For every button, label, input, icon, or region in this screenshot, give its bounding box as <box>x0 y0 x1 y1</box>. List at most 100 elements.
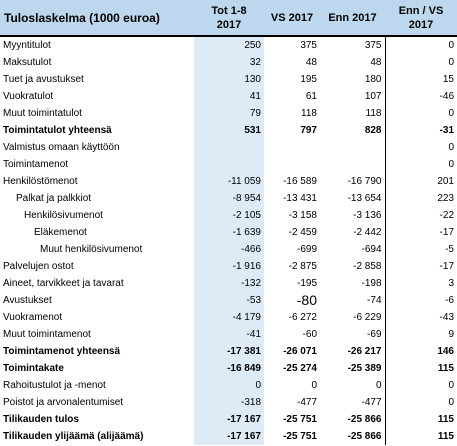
cell-vs[interactable]: 195 <box>300 74 317 85</box>
cell-enn[interactable]: -13 654 <box>347 193 382 204</box>
row-label[interactable]: Toimintatulot yhteensä <box>3 125 112 136</box>
row-label[interactable]: Henkilöstömenot <box>3 176 78 187</box>
cell-enn[interactable]: -25 866 <box>347 431 382 442</box>
cell-tot[interactable]: -132 <box>194 275 264 292</box>
cell-tot[interactable]: -17 167 <box>194 411 264 428</box>
cell-enn[interactable] <box>320 156 385 173</box>
row-label[interactable]: Toimintakate <box>3 363 64 374</box>
cell-enn[interactable]: -69 <box>367 329 382 340</box>
cell-diff[interactable]: 0 <box>384 156 457 173</box>
cell-enn[interactable]: -16 790 <box>347 176 382 187</box>
header-enn-2017[interactable]: Enn 2017 <box>320 0 385 37</box>
cell-diff[interactable]: 115 <box>384 411 457 428</box>
cell-vs[interactable] <box>264 139 320 156</box>
cell-diff[interactable]: 9 <box>384 326 457 343</box>
cell-diff[interactable]: 223 <box>384 190 457 207</box>
row-label[interactable]: Muut toimintamenot <box>3 329 91 340</box>
cell-vs[interactable]: -699 <box>296 244 317 255</box>
cell-vs[interactable]: -3 158 <box>288 210 317 221</box>
cell-enn[interactable]: 180 <box>364 74 382 85</box>
row-label[interactable]: Toimintamenot <box>3 159 69 170</box>
cell-enn[interactable]: -198 <box>361 278 382 289</box>
cell-enn[interactable]: 48 <box>370 57 382 68</box>
cell-enn[interactable]: 375 <box>364 40 382 51</box>
cell-diff[interactable]: -6 <box>384 292 457 309</box>
cell-enn[interactable]: -25 866 <box>347 414 382 425</box>
cell-tot[interactable]: 41 <box>194 88 264 105</box>
cell-vs[interactable]: -13 431 <box>283 193 317 204</box>
cell-tot[interactable]: 32 <box>194 54 264 71</box>
cell-vs[interactable]: 118 <box>301 108 317 119</box>
cell-diff[interactable]: 0 <box>384 36 457 54</box>
cell-diff[interactable]: 201 <box>384 173 457 190</box>
cell-tot[interactable]: -41 <box>194 326 264 343</box>
cell-enn[interactable]: -2 442 <box>353 227 382 238</box>
cell-enn[interactable]: -477 <box>361 397 382 408</box>
cell-vs[interactable]: -477 <box>296 397 317 408</box>
cell-vs[interactable]: -25 751 <box>283 414 317 425</box>
row-label[interactable]: Vuokramenot <box>3 312 63 323</box>
cell-diff[interactable]: 15 <box>384 71 457 88</box>
cell-diff[interactable]: 0 <box>384 377 457 394</box>
cell-vs[interactable] <box>264 156 320 173</box>
cell-enn[interactable]: -26 217 <box>347 346 382 357</box>
cell-vs[interactable]: -25 274 <box>283 363 317 374</box>
cell-vs[interactable]: 797 <box>300 125 317 136</box>
cell-vs[interactable]: -60 <box>302 329 317 340</box>
cell-diff[interactable]: 146 <box>384 343 457 360</box>
row-label[interactable]: Vuokratulot <box>3 91 54 102</box>
cell-enn[interactable]: 828 <box>364 125 382 136</box>
cell-diff[interactable]: 0 <box>384 105 457 122</box>
row-label[interactable]: Toimintamenot yhteensä <box>3 346 121 357</box>
cell-vs[interactable]: -195 <box>296 278 317 289</box>
cell-tot[interactable]: 130 <box>194 71 264 88</box>
row-label[interactable]: Valmistus omaan käyttöön <box>3 142 120 153</box>
table-title[interactable]: Tuloslaskelma (1000 euroa) <box>0 0 194 37</box>
header-vs-2017[interactable]: VS 2017 <box>264 0 320 37</box>
cell-enn[interactable]: -25 389 <box>347 363 382 374</box>
row-label[interactable]: Poistot ja arvonalentumiset <box>3 397 124 408</box>
cell-enn[interactable] <box>320 139 385 156</box>
row-label[interactable]: Eläkemenot <box>34 227 87 238</box>
cell-vs[interactable]: -6 272 <box>288 312 317 323</box>
cell-vs[interactable]: 375 <box>300 40 317 51</box>
cell-tot[interactable]: 79 <box>194 105 264 122</box>
cell-diff[interactable]: 115 <box>384 360 457 377</box>
row-label[interactable]: Tilikauden ylijäämä (alijäämä) <box>3 431 144 442</box>
cell-tot[interactable]: 531 <box>194 122 264 139</box>
cell-tot[interactable]: 0 <box>194 377 264 394</box>
cell-enn[interactable]: -694 <box>361 244 382 255</box>
cell-diff[interactable]: 3 <box>384 275 457 292</box>
cell-tot[interactable]: -2 105 <box>194 207 264 224</box>
cell-vs[interactable]: -16 589 <box>283 176 317 187</box>
cell-vs[interactable]: 61 <box>305 91 317 102</box>
cell-enn[interactable]: 107 <box>364 91 382 102</box>
cell-tot[interactable]: -1 916 <box>194 258 264 275</box>
cell-vs[interactable]: -80 <box>296 292 317 308</box>
cell-diff[interactable]: -43 <box>384 309 457 326</box>
cell-diff[interactable]: -46 <box>384 88 457 105</box>
cell-diff[interactable]: -17 <box>384 258 457 275</box>
cell-diff[interactable]: 0 <box>384 139 457 156</box>
cell-tot[interactable]: -1 639 <box>194 224 264 241</box>
cell-vs[interactable]: -26 071 <box>283 346 317 357</box>
cell-tot[interactable] <box>194 139 264 156</box>
header-tot-1-8-2017[interactable]: Tot 1-8 2017 <box>194 0 264 37</box>
cell-tot[interactable]: 250 <box>194 36 264 54</box>
cell-diff[interactable]: 115 <box>384 428 457 445</box>
cell-tot[interactable]: -318 <box>194 394 264 411</box>
cell-diff[interactable]: 0 <box>384 394 457 411</box>
header-enn-vs-2017[interactable]: Enn / VS 2017 <box>385 0 457 37</box>
cell-vs[interactable]: -25 751 <box>283 431 317 442</box>
cell-tot[interactable]: -17 381 <box>194 343 264 360</box>
cell-tot[interactable]: -16 849 <box>194 360 264 377</box>
row-label[interactable]: Rahoitustulot ja -menot <box>3 380 106 391</box>
cell-diff[interactable]: 0 <box>384 54 457 71</box>
cell-tot[interactable] <box>194 156 264 173</box>
cell-diff[interactable]: -5 <box>384 241 457 258</box>
cell-tot[interactable]: -17 167 <box>194 428 264 445</box>
cell-tot[interactable]: -53 <box>194 292 264 309</box>
cell-enn[interactable]: -74 <box>367 295 382 306</box>
cell-enn[interactable]: -3 136 <box>353 210 382 221</box>
cell-tot[interactable]: -466 <box>194 241 264 258</box>
